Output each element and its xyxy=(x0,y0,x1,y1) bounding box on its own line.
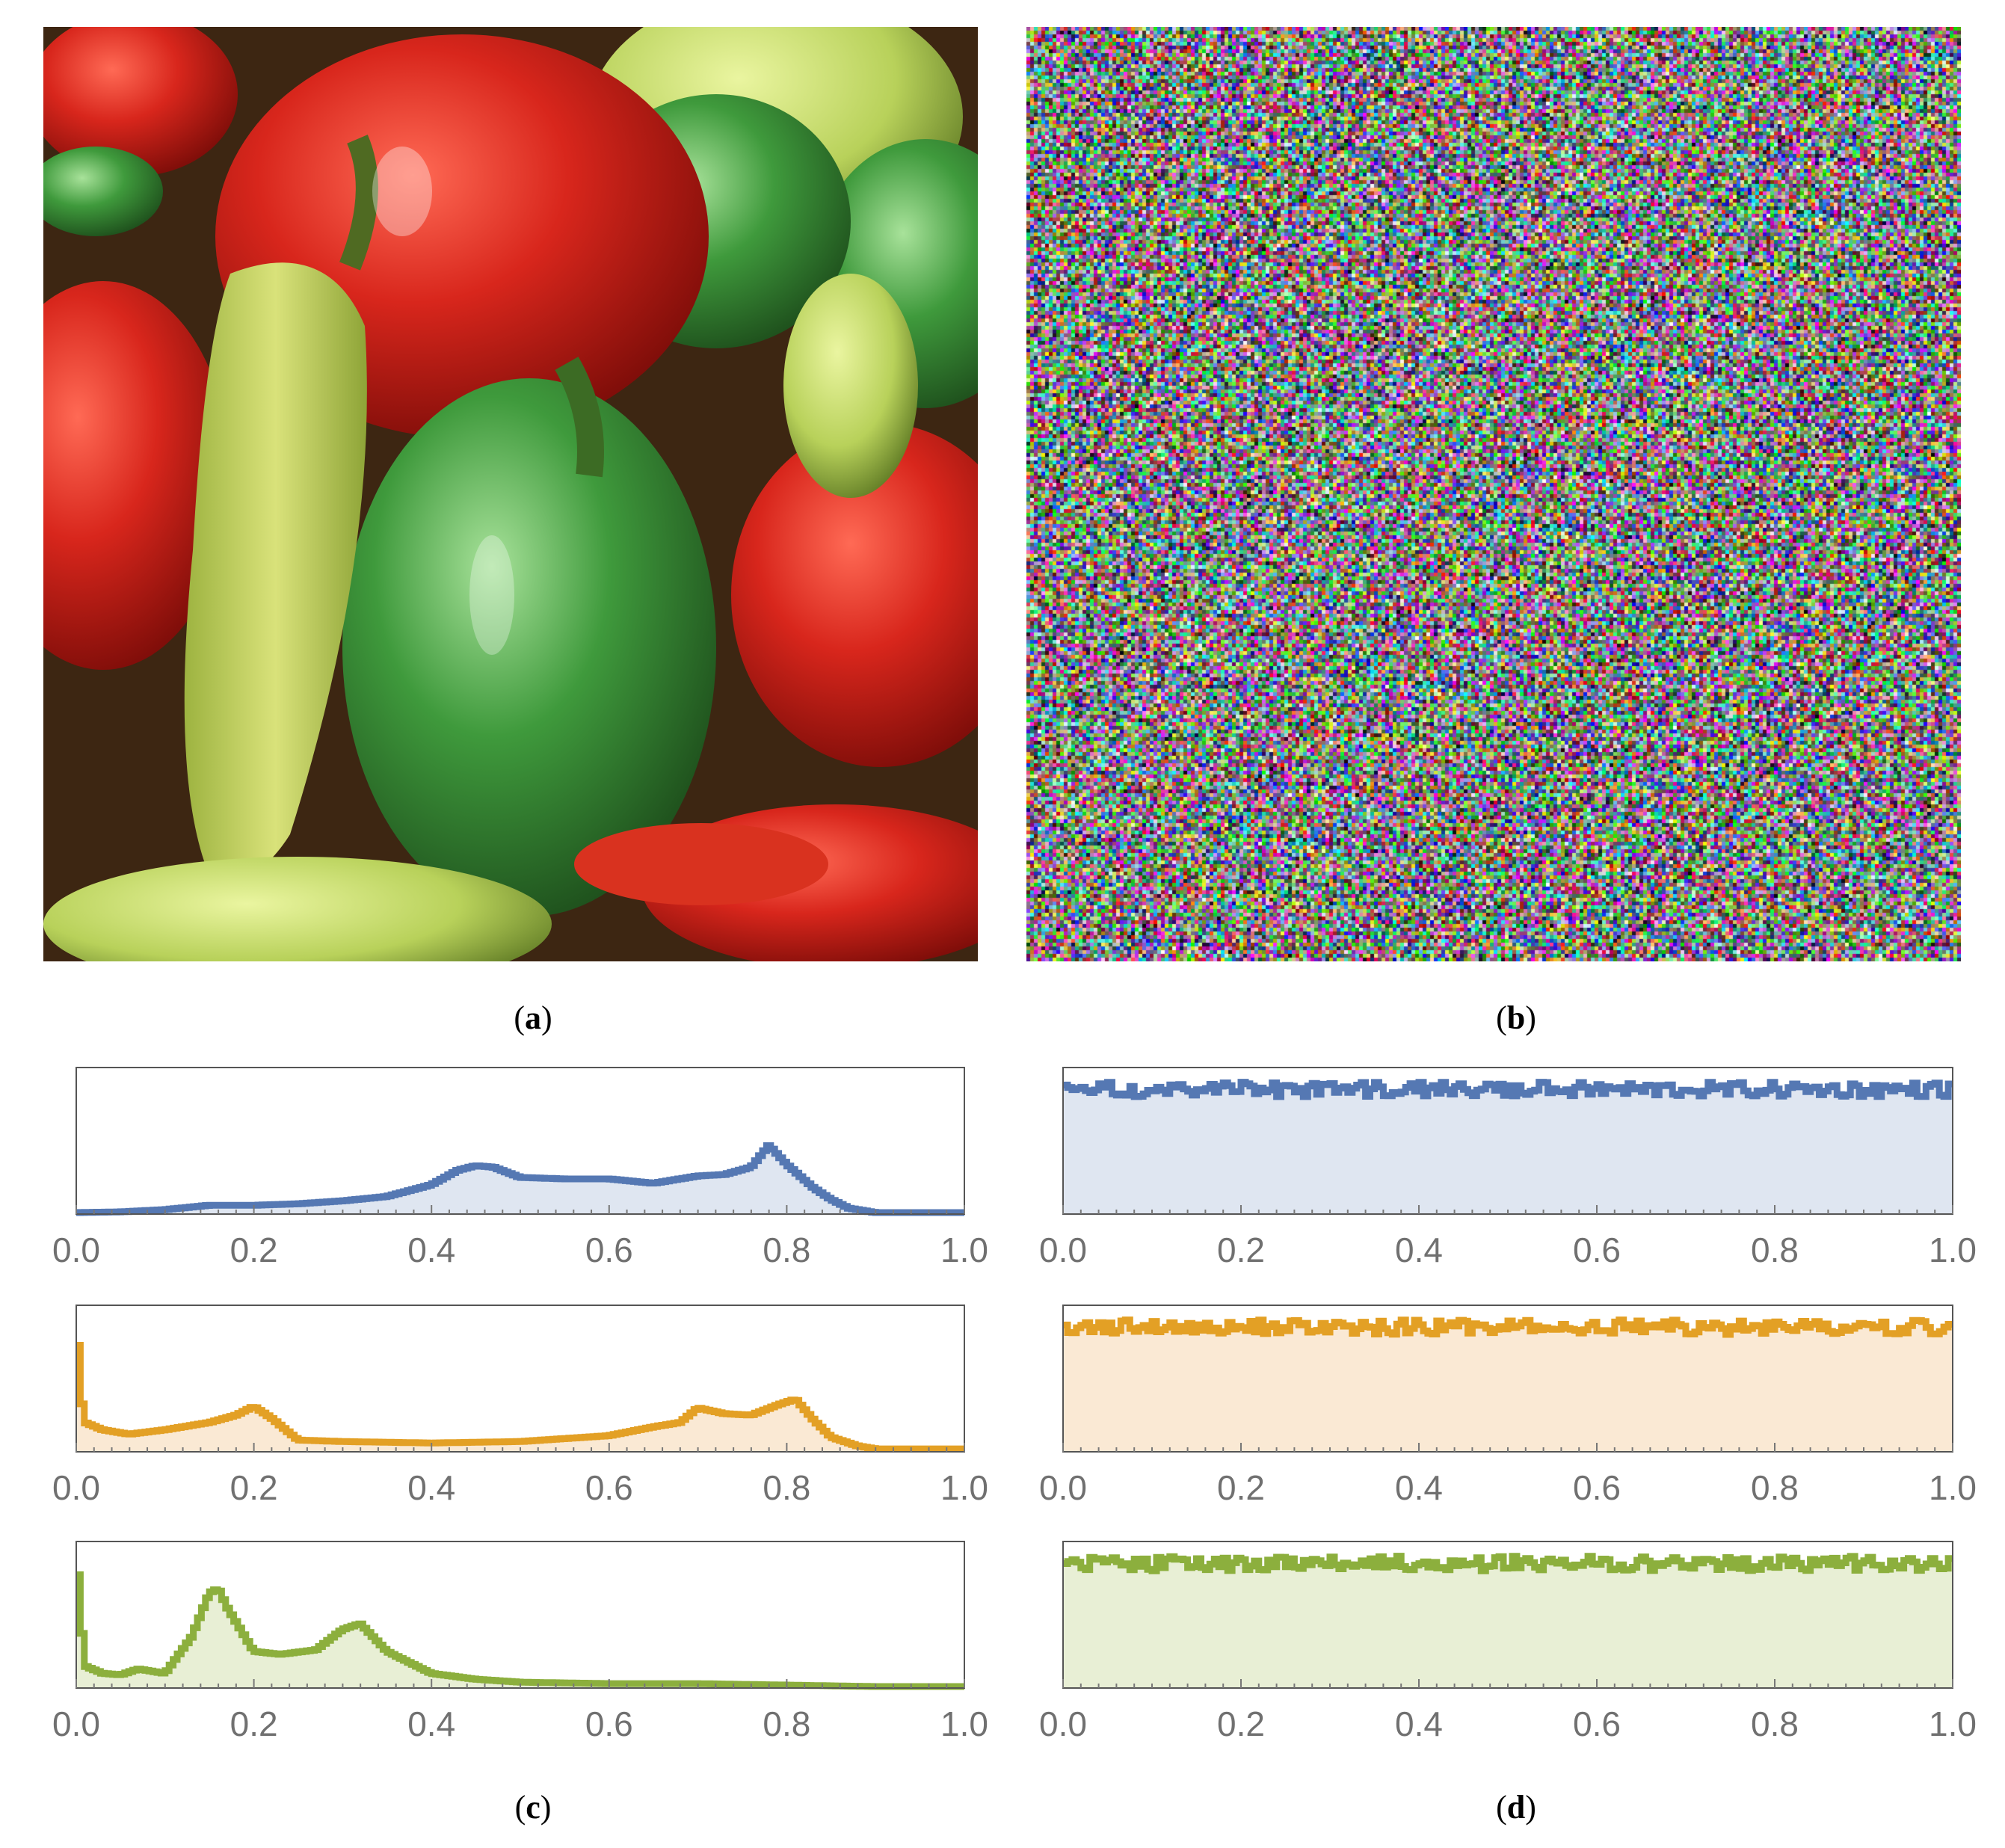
x-tick-label-d-orange: 1.0 xyxy=(1929,1468,1977,1507)
x-tick-label-d-orange: 0.4 xyxy=(1395,1468,1443,1507)
x-tick-label-c-orange: 0.2 xyxy=(230,1468,278,1507)
peppers-image xyxy=(43,27,978,961)
histogram-fill-d-blue xyxy=(1063,1082,1953,1214)
x-tick-label-c-green: 0.8 xyxy=(763,1704,810,1743)
x-tick-label-c-green: 0.4 xyxy=(407,1704,455,1743)
x-tick-label-d-green: 1.0 xyxy=(1929,1704,1977,1743)
x-tick-label-d-orange: 0.8 xyxy=(1751,1468,1799,1507)
x-tick-label-d-green: 0.2 xyxy=(1217,1704,1265,1743)
x-tick-label-c-green: 0.6 xyxy=(585,1704,633,1743)
histogram-line-c-blue xyxy=(76,1142,964,1216)
x-tick-label-c-orange: 0.0 xyxy=(52,1468,100,1507)
histogram-fill-d-green xyxy=(1063,1556,1953,1688)
x-tick-label-d-blue: 0.6 xyxy=(1573,1231,1621,1269)
x-tick-label-d-green: 0.0 xyxy=(1039,1704,1087,1743)
panel-label-a: (a) xyxy=(514,1000,552,1036)
panel-label-c: (c) xyxy=(514,1789,552,1826)
panel-label-b: (b) xyxy=(1496,1000,1536,1036)
x-tick-label-c-blue: 1.0 xyxy=(940,1231,988,1269)
x-tick-label-c-blue: 0.8 xyxy=(763,1231,810,1269)
x-tick-label-c-green: 1.0 xyxy=(940,1704,988,1743)
x-tick-label-c-blue: 0.6 xyxy=(585,1231,633,1269)
x-tick-label-d-blue: 0.8 xyxy=(1751,1231,1799,1269)
panel-label-d: (d) xyxy=(1496,1789,1536,1826)
x-tick-label-c-green: 0.2 xyxy=(230,1704,278,1743)
histogram-line-d-blue xyxy=(1063,1079,1953,1100)
x-tick-label-d-orange: 0.2 xyxy=(1217,1468,1265,1507)
x-tick-label-c-orange: 0.8 xyxy=(763,1468,810,1507)
x-tick-label-d-blue: 0.2 xyxy=(1217,1231,1265,1269)
x-tick-label-c-orange: 0.6 xyxy=(585,1468,633,1507)
histogram-line-d-green xyxy=(1063,1553,1953,1574)
histogram-line-c-green xyxy=(76,1571,964,1690)
histogram-fill-d-orange xyxy=(1063,1319,1953,1452)
x-tick-label-d-blue: 0.0 xyxy=(1039,1231,1087,1269)
x-tick-label-d-orange: 0.6 xyxy=(1573,1468,1621,1507)
x-tick-label-d-blue: 0.4 xyxy=(1395,1231,1443,1269)
histogram-line-c-orange xyxy=(76,1342,964,1453)
x-tick-label-d-orange: 0.0 xyxy=(1039,1468,1087,1507)
x-tick-label-d-green: 0.8 xyxy=(1751,1704,1799,1743)
histogram-fill-c-orange xyxy=(76,1345,964,1452)
x-tick-label-c-orange: 0.4 xyxy=(407,1468,455,1507)
x-tick-label-d-green: 0.4 xyxy=(1395,1704,1443,1743)
histogram-fill-c-green xyxy=(76,1574,964,1688)
x-tick-label-d-blue: 1.0 xyxy=(1929,1231,1977,1269)
encrypted-noise-image xyxy=(1026,27,1961,961)
x-tick-label-c-orange: 1.0 xyxy=(940,1468,988,1507)
x-tick-label-c-blue: 0.2 xyxy=(230,1231,278,1269)
x-tick-label-c-blue: 0.0 xyxy=(52,1231,100,1269)
x-tick-label-c-green: 0.0 xyxy=(52,1704,100,1743)
histogram-line-d-orange xyxy=(1063,1316,1953,1338)
x-tick-label-c-blue: 0.4 xyxy=(407,1231,455,1269)
x-tick-label-d-green: 0.6 xyxy=(1573,1704,1621,1743)
